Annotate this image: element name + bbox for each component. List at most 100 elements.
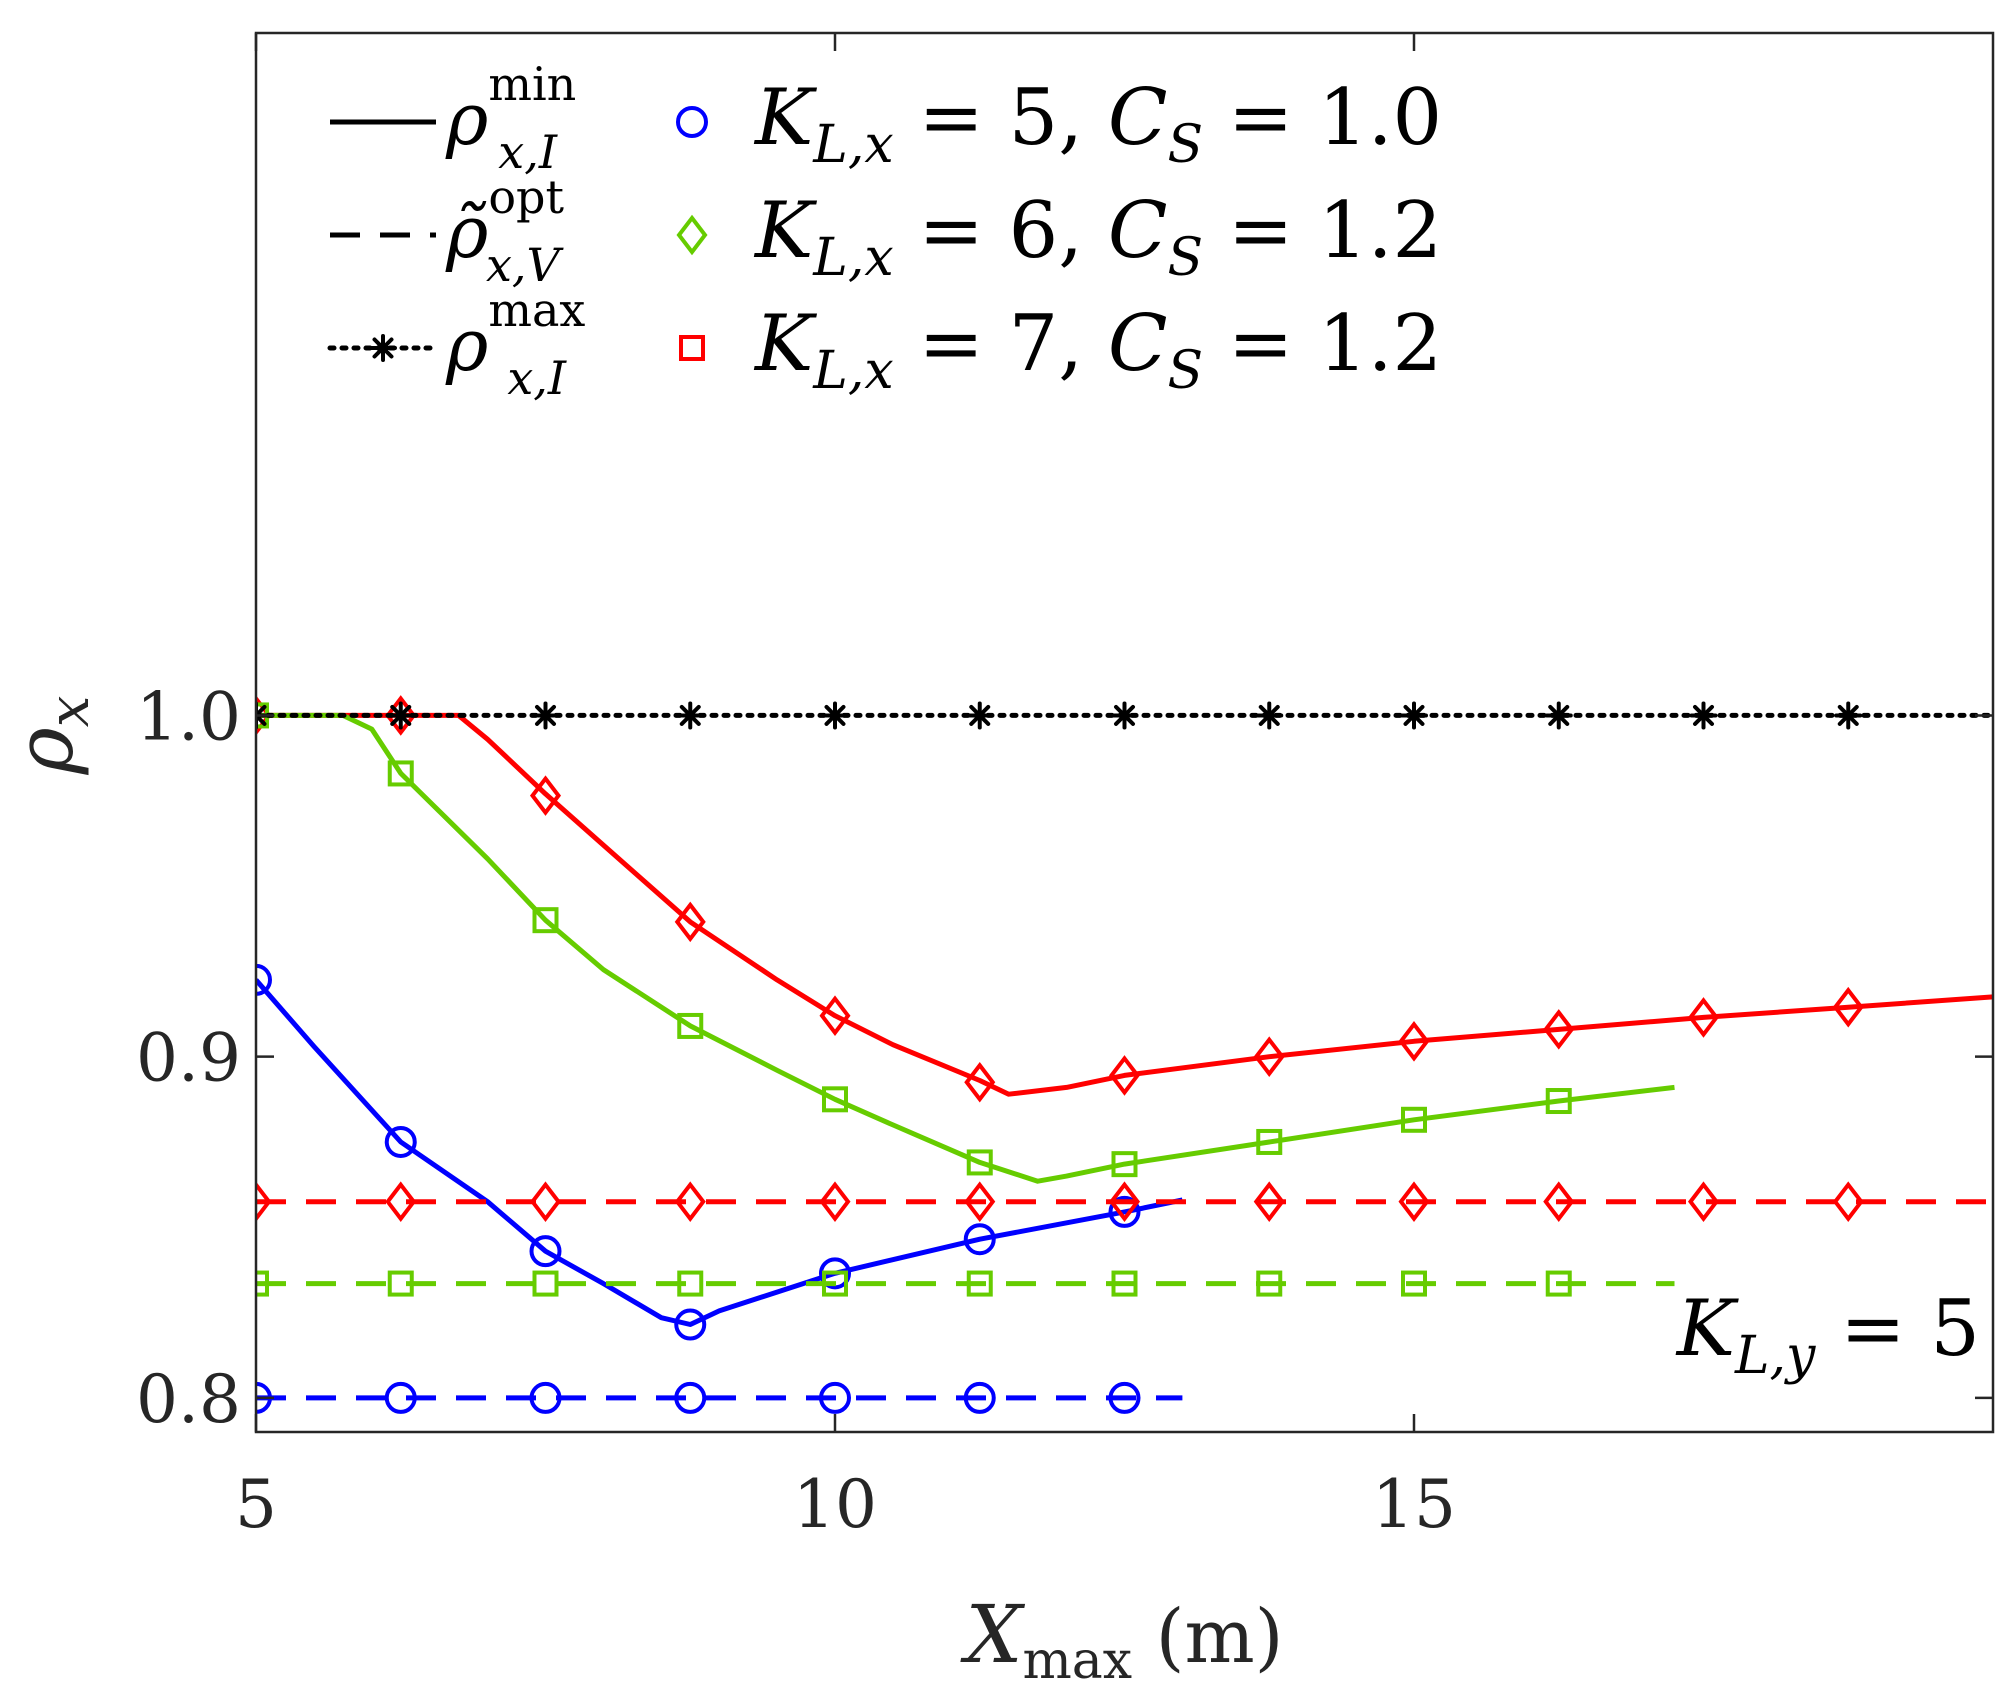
legend-sub: x,V — [486, 238, 565, 292]
star-stroke — [535, 704, 556, 726]
data-point — [819, 1381, 851, 1414]
data-point — [966, 1149, 993, 1176]
series-line — [256, 712, 1993, 1097]
x-label-base: X — [959, 1588, 1025, 1681]
star-stroke — [969, 704, 991, 726]
star-stroke — [824, 704, 846, 726]
data-point — [532, 1270, 559, 1297]
legend-case-0: KL,x = 5, CS = 1.0 — [676, 73, 1442, 175]
data-point — [531, 701, 560, 730]
data-point — [385, 695, 417, 736]
c-base: C — [1108, 73, 1168, 163]
k-base: K — [753, 73, 818, 163]
k-sub: L,x — [812, 115, 893, 175]
data-point — [384, 1125, 417, 1158]
k-sub: L,x — [812, 341, 893, 401]
data-point — [674, 1381, 707, 1414]
data-point — [1401, 1270, 1427, 1297]
data-point — [1256, 1128, 1283, 1155]
c-sub: S — [1168, 228, 1204, 288]
data-point — [529, 1381, 562, 1414]
data-point — [1111, 1270, 1138, 1297]
data-point — [677, 1012, 704, 1039]
x-label-unit: (m) — [1132, 1594, 1283, 1680]
data-point — [532, 907, 559, 934]
data-point — [677, 1270, 704, 1297]
data-point — [256, 1270, 269, 1297]
data-point — [386, 701, 415, 730]
legend-style-min: ρmin x,I — [330, 57, 576, 179]
annotation-base: K — [1675, 1284, 1740, 1374]
data-point — [1110, 701, 1139, 730]
legend-case-label: KL,x = 5, CS = 1.0 — [753, 73, 1442, 175]
annotation-text: KL,y = 5 — [1675, 1284, 1980, 1386]
data-point — [529, 1235, 562, 1268]
data-point — [1256, 1270, 1283, 1297]
data-point — [1832, 1181, 1864, 1222]
c-sub: S — [1168, 341, 1204, 401]
star-stroke — [390, 704, 412, 726]
data-point — [256, 1181, 272, 1222]
data-point — [964, 1181, 996, 1222]
x-tick-label: 15 — [1372, 1466, 1456, 1543]
k-rhs: = 7, — [894, 299, 1108, 389]
data-point — [1543, 1181, 1575, 1222]
legend-marker — [679, 335, 705, 361]
data-point — [674, 1181, 706, 1222]
star-stroke — [679, 704, 701, 726]
data-point — [1253, 1036, 1285, 1077]
c-sub: S — [1168, 115, 1204, 175]
x-label-sub: max — [1022, 1631, 1132, 1691]
data-point — [963, 1381, 996, 1414]
annotation: KL,y = 5 — [1675, 1284, 1980, 1386]
data-point — [1108, 1195, 1141, 1228]
data-point — [1544, 701, 1573, 730]
legend-marker — [676, 214, 708, 256]
data-point — [965, 701, 994, 730]
k-rhs: = 6, — [894, 186, 1108, 276]
star-stroke — [1403, 704, 1425, 726]
y-axis-label: ρx — [0, 696, 102, 776]
data-point — [387, 1270, 414, 1297]
data-point — [1543, 1009, 1575, 1050]
plot-area — [256, 695, 1993, 1414]
star-stroke — [1114, 704, 1135, 726]
annotation-sub: L,y — [1734, 1326, 1816, 1386]
y-tick-label: 1.0 — [136, 678, 241, 755]
data-point — [385, 1181, 417, 1222]
data-point — [1253, 1181, 1285, 1222]
data-point — [819, 1181, 851, 1222]
data-point — [1398, 1021, 1430, 1062]
y-tick-label: 0.8 — [136, 1361, 241, 1438]
c-rhs: = 1.2 — [1203, 299, 1442, 389]
data-point — [1545, 1088, 1572, 1115]
data-point — [1832, 986, 1864, 1028]
annotation-rhs: = 5 — [1815, 1284, 1980, 1374]
data-point — [822, 1086, 848, 1113]
c-base: C — [1108, 186, 1168, 276]
y-label-sub: x — [37, 696, 102, 728]
data-point — [1689, 701, 1718, 730]
series-line — [256, 978, 1183, 1327]
y-tick-label: 0.9 — [136, 1020, 241, 1097]
data-point — [822, 1270, 848, 1297]
data-point — [1687, 997, 1720, 1038]
data-point — [674, 1308, 707, 1341]
data-point — [1108, 1181, 1141, 1222]
data-point — [821, 701, 849, 730]
data-point — [387, 760, 414, 787]
legend-style-label: ρ̃opt x,V — [445, 170, 565, 292]
data-point — [256, 963, 272, 996]
legend-sup: max — [488, 283, 585, 337]
data-point — [1687, 1181, 1720, 1222]
series-6 — [256, 701, 1993, 730]
series-4 — [256, 1270, 1675, 1297]
star-stroke — [1693, 704, 1714, 726]
legend-sup: min — [488, 57, 576, 111]
data-point — [1111, 1151, 1138, 1178]
k-base: K — [753, 299, 818, 389]
data-point — [256, 695, 272, 736]
c-rhs: = 1.2 — [1203, 186, 1442, 276]
